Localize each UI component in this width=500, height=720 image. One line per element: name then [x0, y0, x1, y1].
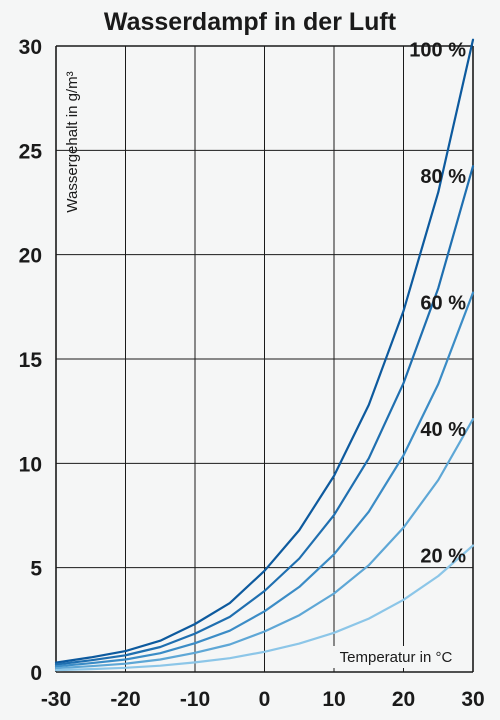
- grid: [55, 45, 474, 673]
- y-tick-label: 10: [19, 453, 42, 476]
- y-tick-label: 0: [30, 662, 42, 685]
- x-tick-labels: -30 -20 -10 0 10 20 30: [41, 688, 485, 711]
- y-tick-label: 20: [19, 245, 42, 268]
- y-tick-label: 25: [19, 140, 43, 163]
- series-line: [54, 165, 475, 666]
- y-tick-label: 30: [19, 36, 42, 59]
- x-axis-label: Temperatur in °C: [340, 649, 453, 666]
- series-label: 40 %: [420, 419, 466, 441]
- series-label: 100 %: [409, 40, 466, 62]
- series-labels: 100 % 80 % 60 % 40 % 20 %: [409, 40, 466, 568]
- x-tick-label: 0: [259, 688, 271, 711]
- series-line: [54, 418, 475, 670]
- series-label: 80 %: [420, 166, 466, 188]
- x-axis-label-background: [322, 646, 470, 668]
- chart-title: Wasserdampf in der Luft: [104, 8, 397, 36]
- series-line: [54, 291, 475, 668]
- series-label: 60 %: [420, 293, 466, 315]
- y-tick-label: 15: [19, 349, 43, 372]
- y-axis-label: Wassergehalt in g/m³: [64, 71, 81, 212]
- y-tick-label: 5: [30, 558, 42, 581]
- x-tick-label: 20: [392, 688, 415, 711]
- series-lines: [54, 38, 475, 672]
- y-tick-labels: 0 5 10 15 20 25 30: [19, 36, 43, 685]
- series-line: [54, 38, 475, 664]
- series-line: [54, 544, 475, 672]
- x-tick-label: -30: [41, 688, 71, 711]
- series-label: 20 %: [420, 546, 466, 568]
- x-tick-label: -10: [180, 688, 210, 711]
- x-tick-label: -20: [110, 688, 140, 711]
- x-tick-label: 10: [322, 688, 345, 711]
- x-tick-label: 30: [461, 688, 484, 711]
